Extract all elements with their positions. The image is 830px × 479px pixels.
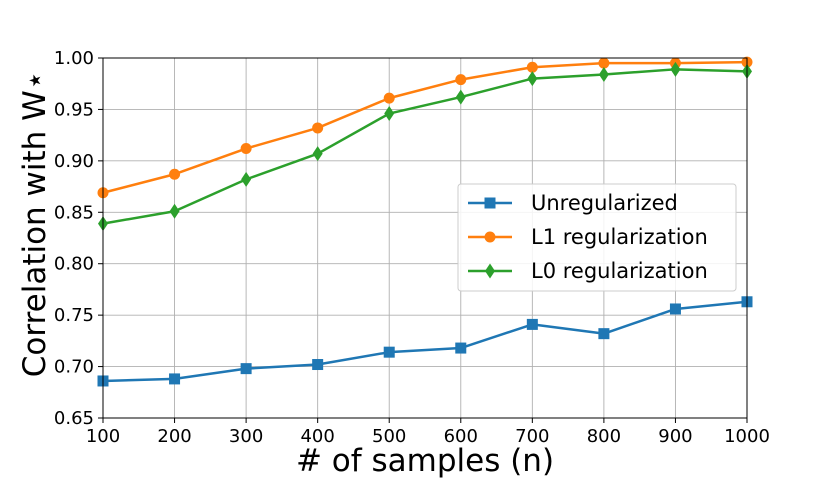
- y-axis-title: Correlation with W⋆: [17, 71, 53, 377]
- y-tick-label: 0.70: [54, 357, 94, 378]
- data-point: [455, 74, 467, 86]
- series-line: [102, 300, 748, 383]
- y-tick-label: 0.85: [54, 202, 94, 223]
- legend-label: L0 regularization: [531, 259, 708, 283]
- x-axis-ticks: 100 200 300 400 500 600 700 800 900 1000: [86, 418, 770, 447]
- y-tick-label: 0.90: [54, 151, 94, 172]
- legend-marker: [485, 263, 495, 279]
- y-tick-label: 0.65: [54, 408, 94, 429]
- data-point: [670, 61, 681, 77]
- data-point: [240, 143, 252, 155]
- data-point: [598, 57, 610, 69]
- series-layer: [97, 56, 753, 387]
- data-point: [312, 122, 324, 134]
- y-tick-label: 0.80: [54, 254, 94, 275]
- x-tick-label: 600: [444, 426, 478, 447]
- data-point: [241, 171, 252, 187]
- data-point: [526, 318, 538, 330]
- data-point: [669, 303, 681, 315]
- data-point: [383, 346, 395, 358]
- data-point: [169, 373, 181, 385]
- x-tick-label: 200: [157, 426, 191, 447]
- x-tick-label: 500: [372, 426, 406, 447]
- data-point: [527, 71, 538, 87]
- data-point: [384, 106, 395, 122]
- y-axis-ticks: 0.65 0.70 0.75 0.80 0.85 0.90 0.95 1.00: [54, 48, 103, 429]
- x-tick-label: 300: [229, 426, 263, 447]
- x-tick-label: 700: [515, 426, 549, 447]
- data-point: [383, 92, 395, 104]
- data-point: [312, 359, 324, 371]
- y-tick-label: 1.00: [54, 48, 94, 69]
- legend: Unregularized L1 regularization L0 regular…: [457, 183, 737, 292]
- legend-marker: [484, 231, 496, 243]
- legend-item: L1 regularization: [468, 225, 708, 249]
- legend-label: Unregularized: [531, 191, 678, 215]
- x-tick-label: 400: [300, 426, 334, 447]
- x-axis-title: # of samples (n): [296, 443, 554, 479]
- x-tick-label: 1000: [724, 426, 770, 447]
- data-point: [312, 146, 323, 162]
- series-l1-regularization: [97, 56, 753, 199]
- legend-item: Unregularized: [468, 191, 678, 215]
- legend-label: L1 regularization: [531, 225, 708, 249]
- data-point: [455, 89, 466, 105]
- series-line: [102, 68, 748, 225]
- data-point: [598, 328, 610, 340]
- data-point: [169, 203, 180, 219]
- y-tick-label: 0.75: [54, 305, 94, 326]
- legend-item: L0 regularization: [468, 259, 708, 283]
- y-tick-label: 0.95: [54, 99, 94, 120]
- data-point: [526, 61, 538, 73]
- legend-marker: [484, 197, 496, 209]
- x-tick-label: 800: [587, 426, 621, 447]
- plot-frame: [102, 57, 748, 419]
- series-unregularized: [97, 296, 753, 387]
- data-point: [455, 342, 467, 354]
- legend-box: [457, 183, 737, 292]
- x-tick-label: 100: [86, 426, 120, 447]
- series-line: [102, 60, 748, 194]
- x-tick-label: 900: [658, 426, 692, 447]
- data-point: [169, 168, 181, 180]
- data-point: [598, 66, 609, 82]
- data-point: [240, 363, 252, 375]
